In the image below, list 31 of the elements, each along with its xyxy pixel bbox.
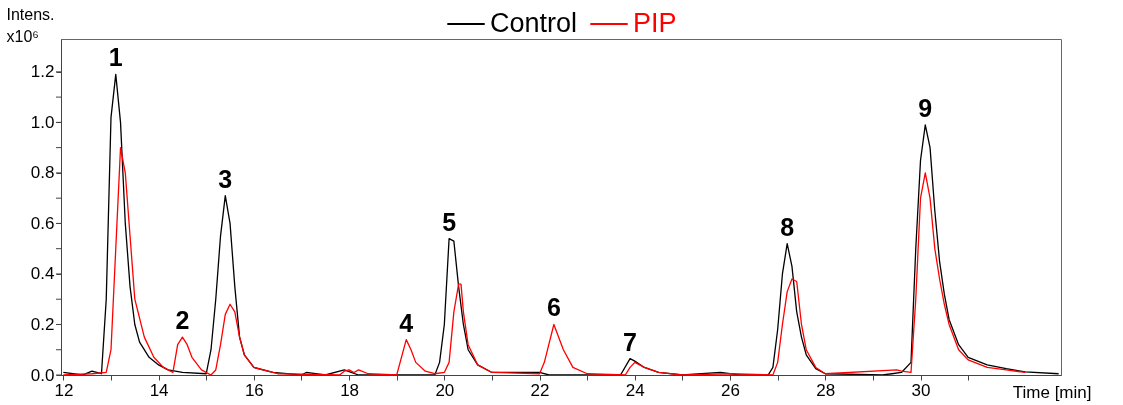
y-axis-title: Intens. x10⁶	[6, 5, 55, 45]
annotation: 4	[399, 308, 414, 337]
x-tick-label: 24	[625, 380, 645, 400]
y-tick-label: 0.6	[30, 213, 55, 233]
x-tick-label: 22	[530, 380, 550, 400]
y-tick-label: 1.0	[30, 112, 55, 132]
x-tick-label: 28	[816, 380, 836, 400]
y-tick-label: 0.8	[30, 163, 55, 183]
y-tick-label: 0.0	[30, 365, 55, 385]
x-tick-label: 16	[244, 380, 264, 400]
annotation: 5	[442, 207, 457, 236]
annotation: 8	[780, 212, 795, 241]
x-tick-label: 18	[340, 380, 360, 400]
x-tick-label: 30	[911, 380, 931, 400]
line-series	[62, 146, 1026, 375]
annotation: 3	[218, 164, 233, 193]
legend-label: Control	[490, 8, 578, 38]
legend-label: PIP	[633, 8, 677, 38]
x-tick-label: 14	[149, 380, 169, 400]
x-tick-label: 26	[721, 380, 741, 400]
annotation: 7	[623, 327, 637, 356]
y-tick-label: 1.2	[30, 62, 55, 82]
x-tick-label: 12	[54, 380, 74, 400]
x-tick-label: 20	[435, 380, 455, 400]
annotation: 1	[108, 43, 123, 72]
annotation: 6	[546, 293, 561, 322]
y-tick-label: 0.2	[30, 314, 55, 334]
annotation: 9	[918, 93, 933, 122]
x-axis-title: Time [min]	[1012, 382, 1092, 402]
annotation: 2	[175, 306, 190, 335]
y-tick-label: 0.4	[30, 264, 55, 284]
